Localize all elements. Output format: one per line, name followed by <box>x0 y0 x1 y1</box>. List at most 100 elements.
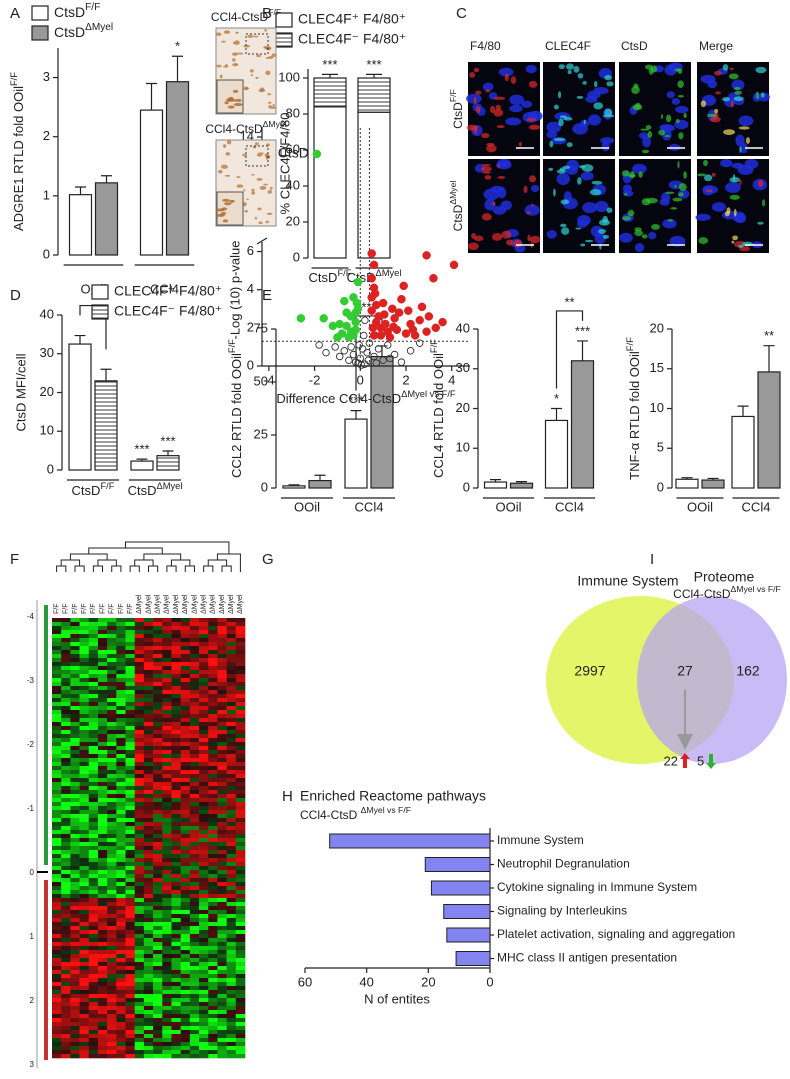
heatmap-cell <box>98 746 107 750</box>
heatmap-cell <box>227 842 236 846</box>
heatmap-cell <box>107 802 116 806</box>
heatmap-cell <box>181 986 190 990</box>
heatmap-cell <box>89 934 98 938</box>
stain <box>758 180 764 187</box>
heatmap-cell <box>227 674 236 678</box>
heatmap-cell <box>208 838 217 842</box>
heatmap-cell <box>181 654 190 658</box>
heatmap-cell <box>116 950 125 954</box>
legend-label: CLEC4F⁻ F4/80⁺ <box>114 303 222 319</box>
stain <box>497 125 505 128</box>
heatmap-cell <box>116 874 125 878</box>
stain <box>677 80 684 88</box>
heatmap-cell <box>217 966 226 970</box>
heatmap-cell <box>126 978 135 982</box>
error-bar <box>551 409 562 421</box>
heatmap-cell <box>144 786 153 790</box>
heatmap-cell <box>199 814 208 818</box>
data-point <box>320 314 328 322</box>
heatmap-cell <box>171 946 180 950</box>
heatmap-cell <box>98 826 107 830</box>
stain <box>566 63 574 69</box>
stain <box>723 129 735 135</box>
dendrogram <box>130 566 139 572</box>
heatmap-cell <box>52 686 61 690</box>
heatmap-cell <box>89 790 98 794</box>
stain <box>603 114 614 117</box>
heatmap-cell <box>52 782 61 786</box>
heatmap-cell <box>126 674 135 678</box>
heatmap-cell <box>227 906 236 910</box>
heatmap-cell <box>144 674 153 678</box>
y-axis-label: -Log (10) p-value <box>227 241 242 340</box>
heatmap-cell <box>162 1022 171 1026</box>
heatmap-cell <box>162 710 171 714</box>
heatmap-cell <box>217 834 226 838</box>
heatmap-cell <box>116 746 125 750</box>
heatmap-cell <box>80 1050 89 1054</box>
heatmap-cell <box>61 870 70 874</box>
bar <box>167 82 189 255</box>
heatmap-cell <box>126 806 135 810</box>
heatmap-cell <box>181 750 190 754</box>
heatmap-cell <box>153 822 162 826</box>
heatmap-cell <box>153 874 162 878</box>
heatmap-cell <box>153 818 162 822</box>
bar <box>141 110 163 255</box>
heatmap-cell <box>190 946 199 950</box>
heatmap-cell <box>89 1018 98 1022</box>
stain <box>577 177 581 185</box>
heatmap-cell <box>227 766 236 770</box>
data-point <box>313 150 321 158</box>
heatmap-cell <box>208 918 217 922</box>
heatmap-cell <box>98 702 107 706</box>
heatmap-cell <box>61 962 70 966</box>
heatmap-cell <box>80 1030 89 1034</box>
heatmap-cell <box>52 674 61 678</box>
heatmap-cell <box>52 894 61 898</box>
heatmap-cell <box>107 686 116 690</box>
heatmap-cell <box>153 838 162 842</box>
heatmap-cell <box>236 1026 245 1030</box>
heatmap-cell <box>236 794 245 798</box>
bar <box>314 107 346 258</box>
heatmap-cell <box>70 690 79 694</box>
heatmap-cell <box>199 742 208 746</box>
heatmap-cell <box>126 714 135 718</box>
heatmap-cell <box>236 846 245 850</box>
heatmap-cell <box>144 942 153 946</box>
stain-speck <box>267 93 271 95</box>
heatmap-cell <box>208 790 217 794</box>
heatmap-cell <box>126 990 135 994</box>
heatmap-cell <box>190 778 199 782</box>
heatmap-cell <box>70 682 79 686</box>
heatmap-cell <box>171 762 180 766</box>
heatmap-cell <box>162 898 171 902</box>
heatmap-cell <box>70 706 79 710</box>
heatmap-cell <box>70 926 79 930</box>
heatmap-cell <box>107 966 116 970</box>
heatmap-cell <box>80 822 89 826</box>
heatmap-cell <box>162 990 171 994</box>
heatmap-cell <box>52 678 61 682</box>
heatmap-cell <box>190 662 199 666</box>
nucleus <box>509 105 522 113</box>
heatmap-cell <box>236 898 245 902</box>
heatmap-cell <box>80 1010 89 1014</box>
heatmap-cell <box>80 1014 89 1018</box>
heatmap-cell <box>80 758 89 762</box>
heatmap-cell <box>144 770 153 774</box>
heatmap-cell <box>107 914 116 918</box>
heatmap-cell <box>98 658 107 662</box>
heatmap-cell <box>153 638 162 642</box>
heatmap-cell <box>144 1002 153 1006</box>
heatmap-cell <box>171 1026 180 1030</box>
heatmap-cell <box>107 1014 116 1018</box>
stain <box>666 115 671 123</box>
heatmap-cell <box>52 634 61 638</box>
heatmap-cell <box>135 718 144 722</box>
heatmap-cell <box>190 870 199 874</box>
heatmap-cell <box>227 798 236 802</box>
heatmap-cell <box>199 926 208 930</box>
